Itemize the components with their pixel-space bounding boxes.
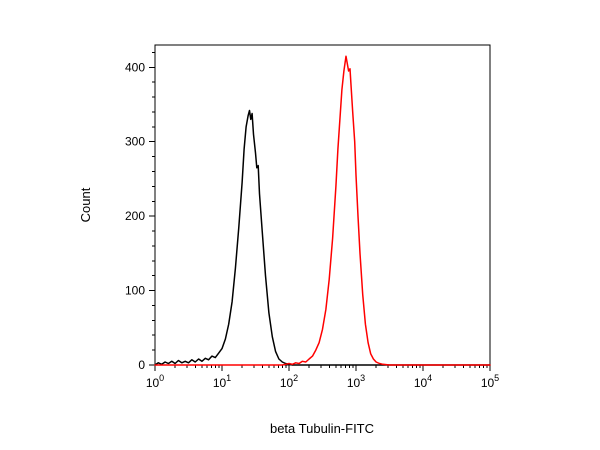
plot-frame — [154, 44, 491, 366]
axis-ticks — [149, 51, 491, 371]
svg-text:0: 0 — [138, 358, 145, 372]
svg-text:100: 100 — [146, 373, 164, 390]
series-red-histogram — [154, 55, 491, 366]
svg-text:400: 400 — [125, 60, 145, 74]
svg-text:105: 105 — [481, 373, 499, 390]
histogram-series — [154, 55, 491, 366]
svg-text:200: 200 — [125, 209, 145, 223]
svg-text:103: 103 — [347, 373, 365, 390]
x-axis-label: beta Tubulin-FITC — [270, 421, 374, 436]
svg-text:300: 300 — [125, 135, 145, 149]
svg-text:101: 101 — [213, 373, 231, 390]
svg-text:100: 100 — [125, 284, 145, 298]
svg-text:104: 104 — [414, 373, 432, 390]
svg-text:102: 102 — [280, 373, 298, 390]
series-black-histogram — [154, 109, 491, 366]
y-axis-label: Count — [78, 187, 93, 222]
